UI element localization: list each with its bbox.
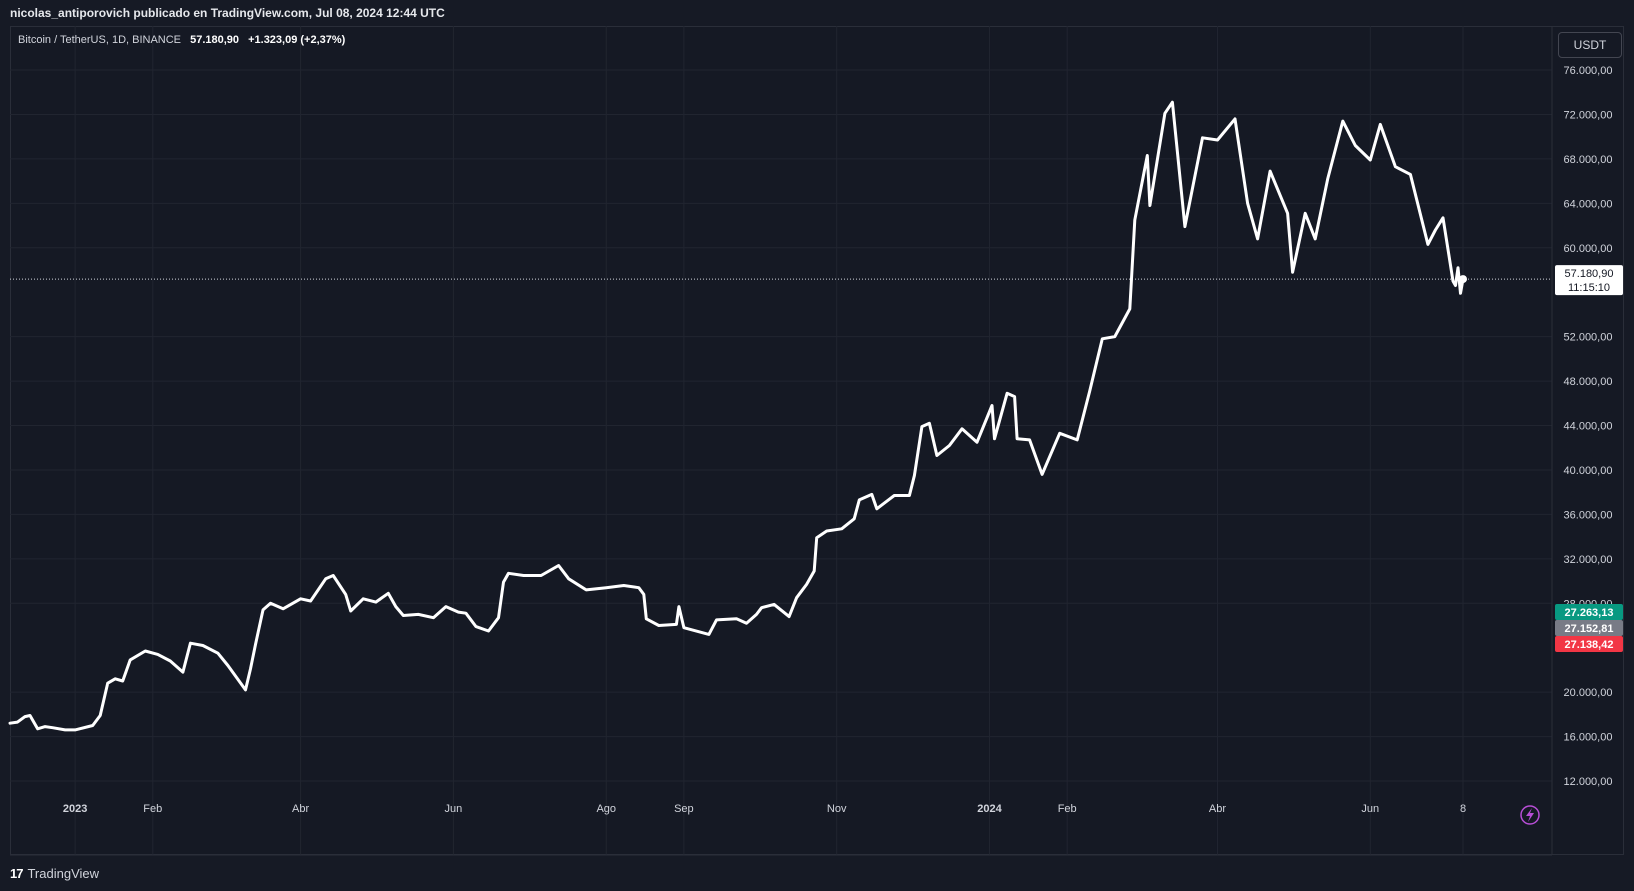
time-axis: 2023 Feb Abr Jun Ago Sep Nov 2024 Feb Abr Jun 8 bbox=[63, 803, 1466, 815]
price-tags: 27.263,13 27.152,81 27.138,42 bbox=[1555, 604, 1623, 652]
y-tick-label: 76.000,00 bbox=[1564, 65, 1613, 77]
x-tick-label: 2024 bbox=[977, 803, 1002, 815]
alert-lightning-icon[interactable] bbox=[1520, 805, 1540, 825]
publisher-credit: nicolas_antiporovich publicado en Tradin… bbox=[10, 6, 445, 20]
tradingview-logo-icon: 17 bbox=[10, 866, 24, 881]
x-tick-label: Abr bbox=[1209, 803, 1226, 815]
y-tick-label: 72.000,00 bbox=[1564, 109, 1613, 121]
currency-button[interactable]: USDT bbox=[1558, 32, 1622, 58]
y-tick-label: 12.000,00 bbox=[1564, 776, 1613, 788]
x-tick-label: Feb bbox=[143, 803, 162, 815]
y-tick-label: 48.000,00 bbox=[1564, 376, 1613, 388]
price-tag: 27.263,13 bbox=[1555, 604, 1623, 620]
grid-lines bbox=[10, 26, 1552, 855]
x-tick-label: 2023 bbox=[63, 803, 87, 815]
price-tag: 27.138,42 bbox=[1555, 636, 1623, 652]
series-line-btcusdt bbox=[8, 100, 1465, 732]
y-tick-label: 52.000,00 bbox=[1564, 332, 1613, 344]
x-tick-label: Abr bbox=[292, 803, 309, 815]
x-tick-label: Nov bbox=[827, 803, 847, 815]
price-tag-label: 27.138,42 bbox=[1565, 639, 1614, 651]
last-price-value: 57.180,90 bbox=[1565, 268, 1614, 280]
tradingview-logo-text: TradingView bbox=[27, 866, 100, 881]
x-tick-label: 8 bbox=[1460, 803, 1466, 815]
chart-legend: Bitcoin / TetherUS, 1D, BINANCE 57.180,9… bbox=[18, 34, 345, 46]
y-tick-label: 60.000,00 bbox=[1564, 243, 1613, 255]
price-tag-label: 27.152,81 bbox=[1565, 623, 1614, 635]
symbol-description: Bitcoin / TetherUS, 1D, BINANCE bbox=[18, 34, 182, 46]
last-price-label: 57.180,90 11:15:10 bbox=[1555, 265, 1623, 296]
y-tick-label: 40.000,00 bbox=[1564, 465, 1613, 477]
y-tick-label: 32.000,00 bbox=[1564, 554, 1613, 566]
y-tick-label: 64.000,00 bbox=[1564, 198, 1613, 210]
x-tick-label: Feb bbox=[1058, 803, 1077, 815]
last-price-dot bbox=[1459, 275, 1467, 284]
y-tick-label: 36.000,00 bbox=[1564, 509, 1613, 521]
chart-frame bbox=[10, 26, 1624, 855]
price-tag-label: 27.263,13 bbox=[1565, 607, 1614, 619]
y-tick-label: 44.000,00 bbox=[1564, 421, 1613, 433]
y-tick-label: 20.000,00 bbox=[1564, 687, 1613, 699]
legend-change: +1.323,09 (+2,37%) bbox=[248, 34, 346, 46]
legend-last-price: 57.180,90 bbox=[190, 34, 240, 46]
x-tick-label: Ago bbox=[596, 803, 616, 815]
price-axis: 76.000,00 72.000,00 68.000,00 64.000,00 60.0… bbox=[1564, 65, 1613, 788]
y-tick-label: 68.000,00 bbox=[1564, 154, 1613, 166]
price-tag: 27.152,81 bbox=[1555, 620, 1623, 636]
bar-countdown: 11:15:10 bbox=[1568, 282, 1610, 294]
tradingview-logo[interactable]: 17 TradingView bbox=[10, 866, 99, 881]
x-tick-label: Jun bbox=[1361, 803, 1379, 815]
x-tick-label: Jun bbox=[445, 803, 463, 815]
y-tick-label: 16.000,00 bbox=[1564, 732, 1613, 744]
x-tick-label: Sep bbox=[674, 803, 694, 815]
